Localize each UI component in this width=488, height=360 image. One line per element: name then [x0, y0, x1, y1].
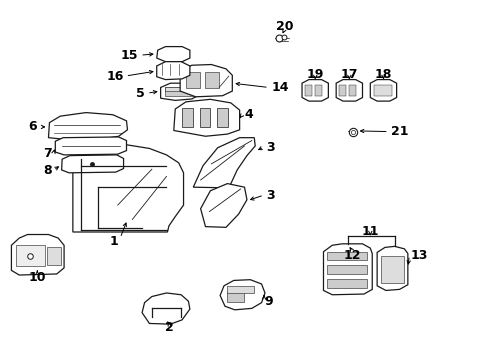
Polygon shape — [61, 155, 123, 173]
Polygon shape — [376, 246, 407, 291]
Text: 13: 13 — [409, 249, 427, 262]
Bar — [305, 85, 311, 96]
Bar — [314, 85, 321, 96]
Bar — [327, 252, 366, 260]
Text: 8: 8 — [43, 164, 52, 177]
Text: 11: 11 — [361, 225, 378, 238]
Bar — [373, 85, 391, 96]
Bar — [380, 256, 404, 283]
Polygon shape — [193, 138, 255, 188]
Bar — [217, 108, 227, 127]
Bar — [182, 108, 192, 127]
Text: 10: 10 — [28, 271, 46, 284]
Text: 16: 16 — [106, 69, 123, 82]
Bar — [205, 72, 219, 88]
Polygon shape — [160, 83, 199, 100]
Text: 4: 4 — [244, 108, 253, 121]
Polygon shape — [48, 113, 127, 140]
Polygon shape — [157, 46, 189, 62]
Bar — [47, 247, 61, 265]
Text: 14: 14 — [271, 81, 288, 94]
Bar — [164, 87, 194, 91]
Polygon shape — [73, 144, 183, 232]
Text: 2: 2 — [164, 321, 173, 334]
Text: 5: 5 — [136, 87, 144, 100]
Polygon shape — [11, 234, 64, 275]
Bar — [227, 292, 244, 302]
Polygon shape — [157, 62, 189, 80]
Text: 21: 21 — [390, 125, 407, 138]
Text: 19: 19 — [306, 68, 323, 81]
Polygon shape — [180, 64, 232, 97]
Bar — [348, 85, 355, 96]
Polygon shape — [369, 80, 396, 101]
Text: 6: 6 — [29, 121, 37, 134]
Polygon shape — [200, 184, 246, 227]
Bar — [185, 72, 199, 88]
Text: 15: 15 — [121, 49, 138, 62]
Polygon shape — [323, 244, 371, 295]
Polygon shape — [55, 137, 126, 155]
Text: 20: 20 — [275, 20, 293, 33]
Bar — [164, 87, 194, 96]
Text: 7: 7 — [43, 147, 52, 160]
Bar — [327, 265, 366, 274]
Bar — [327, 279, 366, 288]
Text: 17: 17 — [340, 68, 357, 81]
Polygon shape — [220, 280, 264, 310]
Bar — [338, 85, 345, 96]
Text: 1: 1 — [109, 235, 118, 248]
Text: 18: 18 — [374, 68, 391, 81]
Bar — [199, 108, 210, 127]
Polygon shape — [302, 80, 328, 101]
Text: 3: 3 — [266, 189, 275, 202]
Text: 12: 12 — [343, 249, 361, 262]
Text: 3: 3 — [266, 140, 275, 153]
Polygon shape — [335, 80, 362, 101]
Polygon shape — [173, 99, 239, 136]
Bar — [16, 245, 44, 266]
Text: 9: 9 — [264, 295, 272, 308]
Polygon shape — [142, 293, 189, 324]
Bar — [227, 286, 254, 293]
